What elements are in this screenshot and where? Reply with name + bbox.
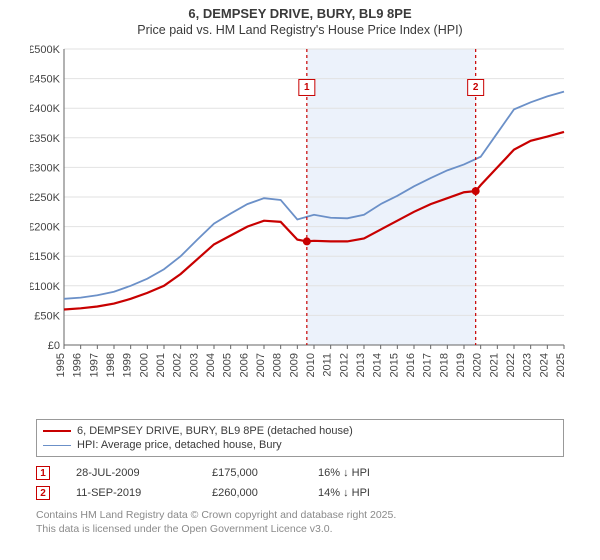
svg-text:2009: 2009	[288, 353, 300, 377]
svg-text:£450K: £450K	[30, 74, 61, 86]
svg-text:2012: 2012	[338, 353, 350, 377]
svg-text:1997: 1997	[88, 353, 100, 377]
legend-item: HPI: Average price, detached house, Bury	[43, 438, 557, 452]
svg-text:1995: 1995	[55, 353, 67, 377]
chart-area: £0 £50K £100K £150K £200K £250K £300K £350K £400…	[30, 43, 600, 413]
svg-text:2021: 2021	[488, 353, 500, 377]
page-title-line1: 6, DEMPSEY DRIVE, BURY, BL9 8PE	[0, 0, 600, 21]
svg-text:1998: 1998	[105, 353, 117, 377]
sale-date: 28-JUL-2009	[76, 467, 186, 479]
svg-text:£500K: £500K	[30, 44, 61, 56]
chart-container: 6, DEMPSEY DRIVE, BURY, BL9 8PE Price pa…	[0, 0, 600, 560]
svg-text:2013: 2013	[355, 353, 367, 377]
svg-text:2005: 2005	[222, 353, 234, 377]
svg-text:2004: 2004	[205, 353, 217, 377]
svg-text:2003: 2003	[188, 353, 200, 377]
svg-text:£150K: £150K	[30, 251, 61, 263]
line-chart: £0 £50K £100K £150K £200K £250K £300K £350K £400…	[30, 43, 570, 383]
svg-text:£0: £0	[48, 340, 60, 352]
footnote: Contains HM Land Registry data © Crown c…	[36, 509, 564, 536]
svg-text:2000: 2000	[138, 353, 150, 377]
svg-text:2015: 2015	[388, 353, 400, 377]
sale-diff: 16% ↓ HPI	[318, 467, 370, 479]
footnote-line1: Contains HM Land Registry data © Crown c…	[36, 509, 396, 521]
legend-swatch	[43, 445, 71, 446]
sale-diff: 14% ↓ HPI	[318, 487, 370, 499]
svg-text:2016: 2016	[405, 353, 417, 377]
sale-marker: 1	[36, 466, 50, 480]
svg-text:2020: 2020	[472, 353, 484, 377]
svg-text:2: 2	[473, 82, 479, 93]
legend-label: HPI: Average price, detached house, Bury	[77, 439, 282, 451]
sale-row: 1 28-JUL-2009 £175,000 16% ↓ HPI	[36, 463, 564, 483]
svg-text:2011: 2011	[322, 353, 334, 377]
svg-text:£200K: £200K	[30, 222, 61, 234]
svg-text:£350K: £350K	[30, 133, 61, 145]
svg-text:1: 1	[304, 82, 310, 93]
svg-text:2025: 2025	[555, 353, 567, 377]
sale-price: £175,000	[212, 467, 292, 479]
footnote-line2: This data is licensed under the Open Gov…	[36, 523, 333, 535]
svg-text:£400K: £400K	[30, 103, 61, 115]
svg-text:£300K: £300K	[30, 162, 61, 174]
sale-price: £260,000	[212, 487, 292, 499]
svg-text:£50K: £50K	[34, 310, 60, 322]
svg-text:£250K: £250K	[30, 192, 61, 204]
sale-date: 11-SEP-2019	[76, 487, 186, 499]
sale-marker: 2	[36, 486, 50, 500]
legend: 6, DEMPSEY DRIVE, BURY, BL9 8PE (detache…	[36, 419, 564, 457]
svg-text:2023: 2023	[522, 353, 534, 377]
svg-text:2006: 2006	[238, 353, 250, 377]
svg-text:2022: 2022	[505, 353, 517, 377]
sale-row: 2 11-SEP-2019 £260,000 14% ↓ HPI	[36, 483, 564, 503]
legend-swatch	[43, 430, 71, 432]
svg-text:2010: 2010	[305, 353, 317, 377]
sales-table: 1 28-JUL-2009 £175,000 16% ↓ HPI 2 11-SEP-201…	[36, 463, 564, 503]
svg-text:£100K: £100K	[30, 281, 61, 293]
svg-text:2019: 2019	[455, 353, 467, 377]
svg-text:1999: 1999	[122, 353, 134, 377]
legend-label: 6, DEMPSEY DRIVE, BURY, BL9 8PE (detache…	[77, 425, 353, 437]
svg-text:2008: 2008	[272, 353, 284, 377]
svg-text:2014: 2014	[372, 353, 384, 377]
svg-text:2002: 2002	[172, 353, 184, 377]
svg-text:2017: 2017	[422, 353, 434, 377]
legend-item: 6, DEMPSEY DRIVE, BURY, BL9 8PE (detache…	[43, 424, 557, 438]
svg-text:1996: 1996	[72, 353, 84, 377]
svg-text:2007: 2007	[255, 353, 267, 377]
svg-text:2024: 2024	[538, 353, 550, 377]
svg-text:2001: 2001	[155, 353, 167, 377]
page-title-line2: Price paid vs. HM Land Registry's House …	[0, 21, 600, 43]
svg-text:2018: 2018	[438, 353, 450, 377]
